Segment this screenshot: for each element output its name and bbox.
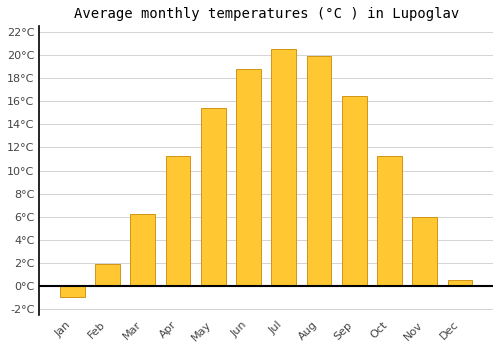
Bar [95, 264, 120, 286]
Bar [342, 96, 366, 286]
Bar [306, 56, 332, 286]
Bar [201, 108, 226, 286]
Bar [272, 49, 296, 286]
Bar [130, 215, 155, 286]
Bar [377, 155, 402, 286]
Bar [412, 217, 437, 286]
Bar [60, 286, 84, 298]
Bar [236, 69, 261, 286]
Bar [448, 280, 472, 286]
Title: Average monthly temperatures (°C ) in Lupoglav: Average monthly temperatures (°C ) in Lu… [74, 7, 459, 21]
Bar [166, 155, 190, 286]
